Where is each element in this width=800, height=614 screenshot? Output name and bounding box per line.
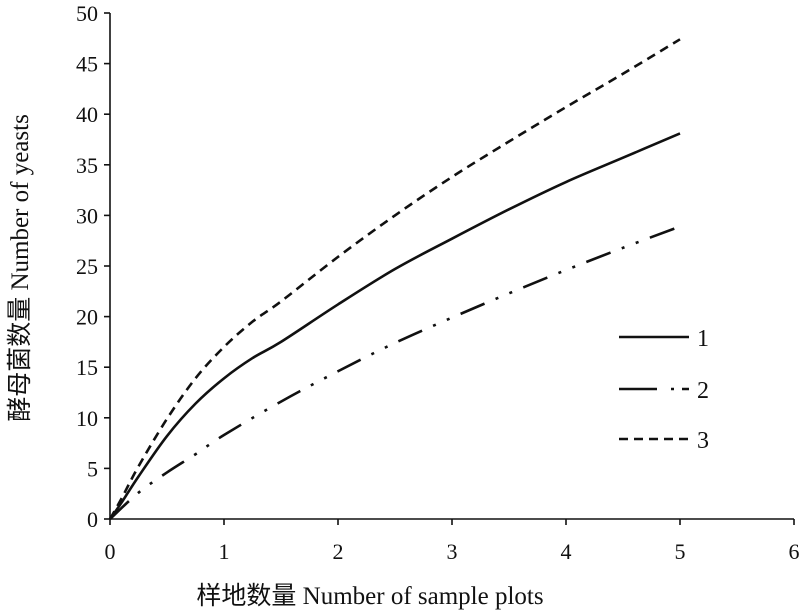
legend-label-1: 1 — [697, 326, 709, 352]
x-tick-label: 6 — [789, 539, 800, 564]
legend-label-3: 3 — [697, 428, 709, 454]
x-tick-label: 3 — [447, 539, 458, 564]
axes — [109, 13, 794, 520]
y-axis-ticks: 0 5 10 15 20 25 30 35 40 45 50 — [76, 1, 110, 532]
series-line-3 — [108, 38, 681, 520]
y-tick-label: 20 — [76, 305, 98, 330]
y-tick-label: 10 — [76, 406, 98, 431]
series-group — [108, 38, 681, 520]
x-tick-label: 0 — [105, 539, 116, 564]
x-tick-label: 5 — [675, 539, 686, 564]
x-tick-label: 1 — [219, 539, 230, 564]
x-tick-label: 4 — [561, 539, 572, 564]
y-tick-label: 25 — [76, 254, 98, 279]
legend-label-2: 2 — [697, 378, 709, 404]
y-tick-label: 5 — [87, 456, 98, 481]
legend: 1 2 3 — [619, 326, 709, 454]
y-tick-label: 50 — [76, 1, 98, 26]
y-tick-label: 45 — [76, 52, 98, 77]
x-axis-title: 样地数量 Number of sample plots — [196, 582, 543, 610]
y-tick-label: 15 — [76, 355, 98, 380]
y-axis-title: 酵母菌数量 Number of yeasts — [6, 114, 34, 422]
series-line-1 — [108, 132, 681, 520]
y-tick-label: 40 — [76, 102, 98, 127]
x-axis-ticks: 0 1 2 3 4 5 6 — [105, 519, 800, 564]
series-line-2 — [109, 225, 681, 520]
y-tick-label: 0 — [87, 507, 98, 532]
y-tick-label: 30 — [76, 203, 98, 228]
x-tick-label: 2 — [333, 539, 344, 564]
y-tick-label: 35 — [76, 153, 98, 178]
